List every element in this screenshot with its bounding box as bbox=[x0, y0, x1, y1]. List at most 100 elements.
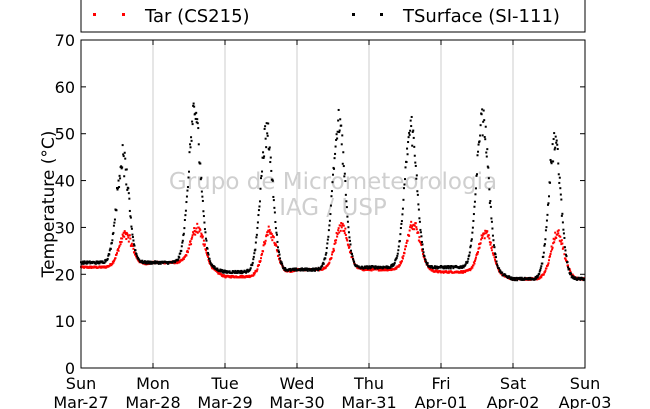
data-point bbox=[311, 268, 314, 271]
data-point bbox=[479, 124, 482, 127]
data-point bbox=[196, 222, 199, 225]
data-point bbox=[111, 262, 114, 265]
data-point bbox=[191, 123, 194, 126]
data-point bbox=[212, 264, 215, 267]
data-point bbox=[179, 252, 182, 255]
data-point bbox=[132, 243, 135, 246]
data-point bbox=[329, 213, 332, 216]
data-point bbox=[217, 271, 220, 274]
data-point bbox=[368, 265, 371, 268]
data-point bbox=[563, 236, 566, 239]
data-point bbox=[310, 268, 313, 271]
data-point bbox=[454, 266, 457, 269]
y-axis: 0 10 20 30 40 50 60 70 bbox=[55, 31, 585, 378]
data-point bbox=[183, 218, 186, 221]
data-point bbox=[461, 270, 464, 273]
data-point bbox=[423, 255, 426, 258]
x-tick-label-day: Sun bbox=[66, 374, 96, 393]
data-point bbox=[459, 271, 462, 274]
data-point bbox=[108, 264, 111, 267]
data-point bbox=[381, 269, 384, 272]
data-point bbox=[399, 233, 402, 236]
data-point bbox=[376, 267, 379, 270]
data-point bbox=[265, 235, 268, 238]
data-point bbox=[186, 186, 189, 189]
data-point bbox=[333, 167, 336, 170]
data-point bbox=[154, 262, 157, 265]
data-point bbox=[330, 195, 333, 198]
data-point bbox=[370, 269, 373, 272]
data-point bbox=[202, 243, 205, 246]
data-point bbox=[262, 250, 265, 253]
data-point bbox=[334, 152, 337, 155]
data-point bbox=[215, 269, 218, 272]
data-point bbox=[537, 274, 540, 277]
data-point bbox=[549, 255, 552, 258]
data-point bbox=[346, 215, 349, 218]
data-point bbox=[340, 124, 343, 127]
data-point bbox=[158, 260, 161, 263]
data-point bbox=[196, 118, 199, 121]
data-point bbox=[86, 265, 89, 268]
data-point bbox=[444, 265, 447, 268]
data-point bbox=[256, 226, 259, 229]
data-point bbox=[462, 266, 465, 269]
data-point bbox=[352, 259, 355, 262]
data-point bbox=[101, 261, 104, 264]
data-point bbox=[360, 266, 363, 269]
data-point bbox=[512, 277, 514, 280]
data-point bbox=[192, 102, 195, 105]
data-point bbox=[412, 223, 415, 226]
data-point bbox=[409, 226, 412, 229]
data-point bbox=[344, 227, 347, 230]
data-point bbox=[472, 213, 475, 216]
data-point bbox=[409, 129, 412, 132]
data-point bbox=[281, 262, 284, 265]
legend-marker bbox=[122, 13, 125, 16]
data-point bbox=[434, 270, 437, 273]
data-point bbox=[397, 265, 400, 268]
data-point bbox=[556, 233, 559, 236]
data-point bbox=[264, 125, 267, 128]
data-point bbox=[404, 248, 406, 251]
data-point bbox=[177, 258, 180, 261]
data-point bbox=[579, 278, 582, 281]
data-point bbox=[121, 144, 124, 147]
data-point bbox=[207, 258, 210, 261]
data-point bbox=[373, 266, 376, 269]
data-point bbox=[201, 195, 204, 198]
data-point bbox=[542, 273, 545, 276]
data-point bbox=[483, 232, 486, 235]
data-point bbox=[474, 193, 477, 196]
data-point bbox=[553, 241, 556, 244]
x-tick-label-day: Sun bbox=[570, 374, 600, 393]
watermark-line-2: IAG / USP bbox=[279, 195, 387, 221]
data-point bbox=[181, 258, 184, 261]
data-point bbox=[449, 265, 452, 268]
data-point bbox=[94, 262, 97, 265]
data-point bbox=[460, 271, 463, 274]
data-point bbox=[480, 113, 483, 116]
data-point bbox=[543, 243, 546, 246]
data-point bbox=[341, 134, 344, 137]
data-point bbox=[121, 166, 124, 169]
data-point bbox=[341, 224, 344, 227]
data-point bbox=[504, 273, 507, 276]
data-point bbox=[489, 241, 492, 244]
data-point bbox=[523, 276, 526, 279]
data-point bbox=[332, 173, 334, 176]
data-point bbox=[253, 273, 256, 276]
data-point bbox=[446, 266, 449, 269]
data-point bbox=[482, 120, 485, 123]
data-point bbox=[113, 218, 116, 221]
data-point bbox=[105, 266, 108, 269]
data-point bbox=[326, 242, 329, 245]
data-point bbox=[544, 238, 547, 241]
data-point bbox=[240, 269, 243, 272]
data-point bbox=[417, 239, 420, 242]
data-point bbox=[542, 255, 545, 258]
data-point bbox=[131, 233, 134, 236]
data-point bbox=[558, 176, 561, 179]
data-point bbox=[406, 153, 409, 156]
